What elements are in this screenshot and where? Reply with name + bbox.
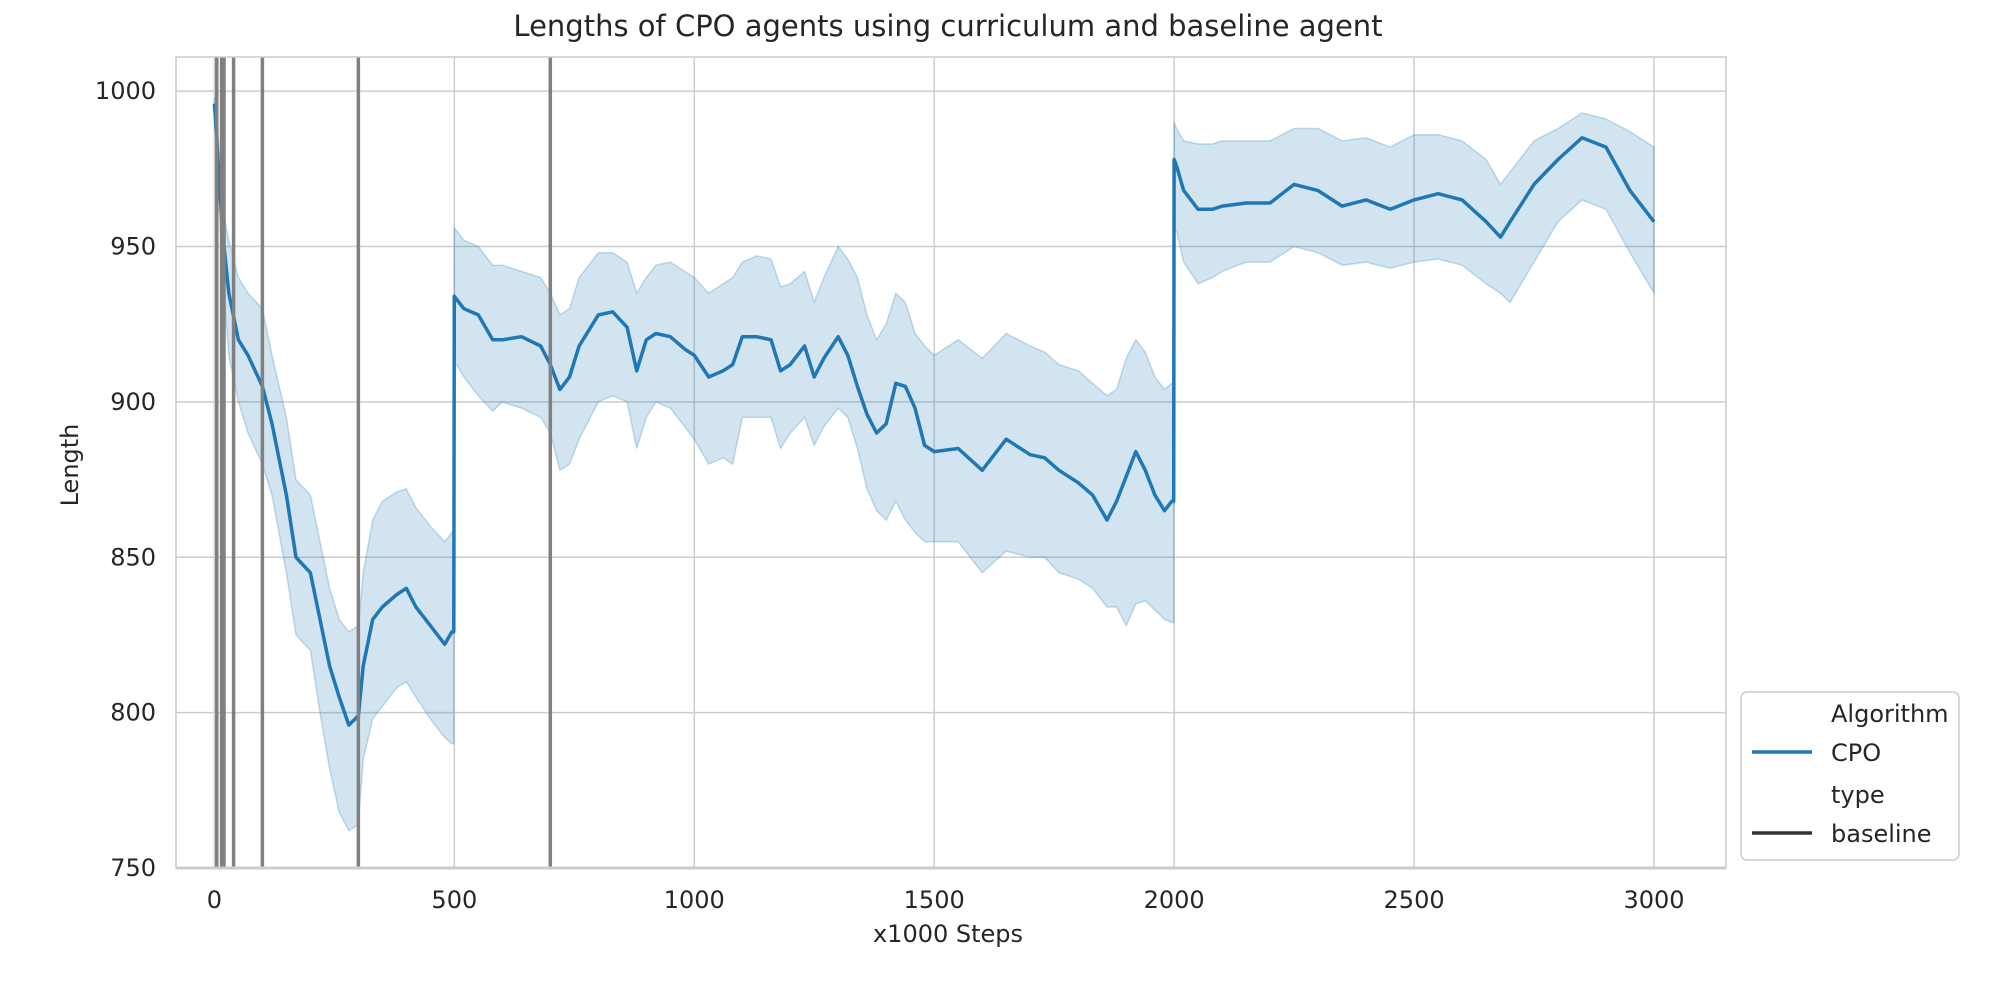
series-line-layer xyxy=(212,103,1656,727)
legend-box xyxy=(1740,691,1960,861)
x-tick-labels: 0 500 1000 1500 2000 2500 3000 xyxy=(207,886,1685,914)
legend: Algorithm CPO type baseline xyxy=(1740,691,1960,861)
x-axis-label: x1000 Steps xyxy=(873,920,1023,948)
plot-frame xyxy=(175,56,1727,870)
x-tick-label: 1500 xyxy=(904,886,965,914)
y-axis-label: Length xyxy=(56,424,84,507)
vertical-lines-layer xyxy=(215,57,553,868)
x-tick-label: 2000 xyxy=(1144,886,1205,914)
y-tick-label: 750 xyxy=(110,854,156,882)
confidence-band-layer xyxy=(213,97,1655,832)
series-line-cpo xyxy=(212,103,1656,727)
x-tick-label: 500 xyxy=(431,886,477,914)
x-tick-label: 0 xyxy=(207,886,222,914)
confidence-band-cpo xyxy=(213,97,1655,832)
chart-title: Lengths of CPO agents using curriculum a… xyxy=(513,9,1382,43)
y-tick-label: 950 xyxy=(110,233,156,261)
y-tick-label: 1000 xyxy=(95,77,156,105)
y-tick-label: 850 xyxy=(110,543,156,571)
x-tick-label: 2500 xyxy=(1384,886,1445,914)
legend-title-algorithm: Algorithm xyxy=(1831,700,1949,728)
legend-entry-baseline: baseline xyxy=(1831,820,1932,848)
legend-entry-cpo: CPO xyxy=(1831,739,1881,767)
legend-title-type: type xyxy=(1831,781,1885,809)
y-tick-label: 800 xyxy=(110,699,156,727)
x-tick-label: 1000 xyxy=(664,886,725,914)
y-tick-labels: 750 800 850 900 950 1000 xyxy=(95,77,156,882)
x-tick-label: 3000 xyxy=(1623,886,1684,914)
y-tick-label: 900 xyxy=(110,388,156,416)
